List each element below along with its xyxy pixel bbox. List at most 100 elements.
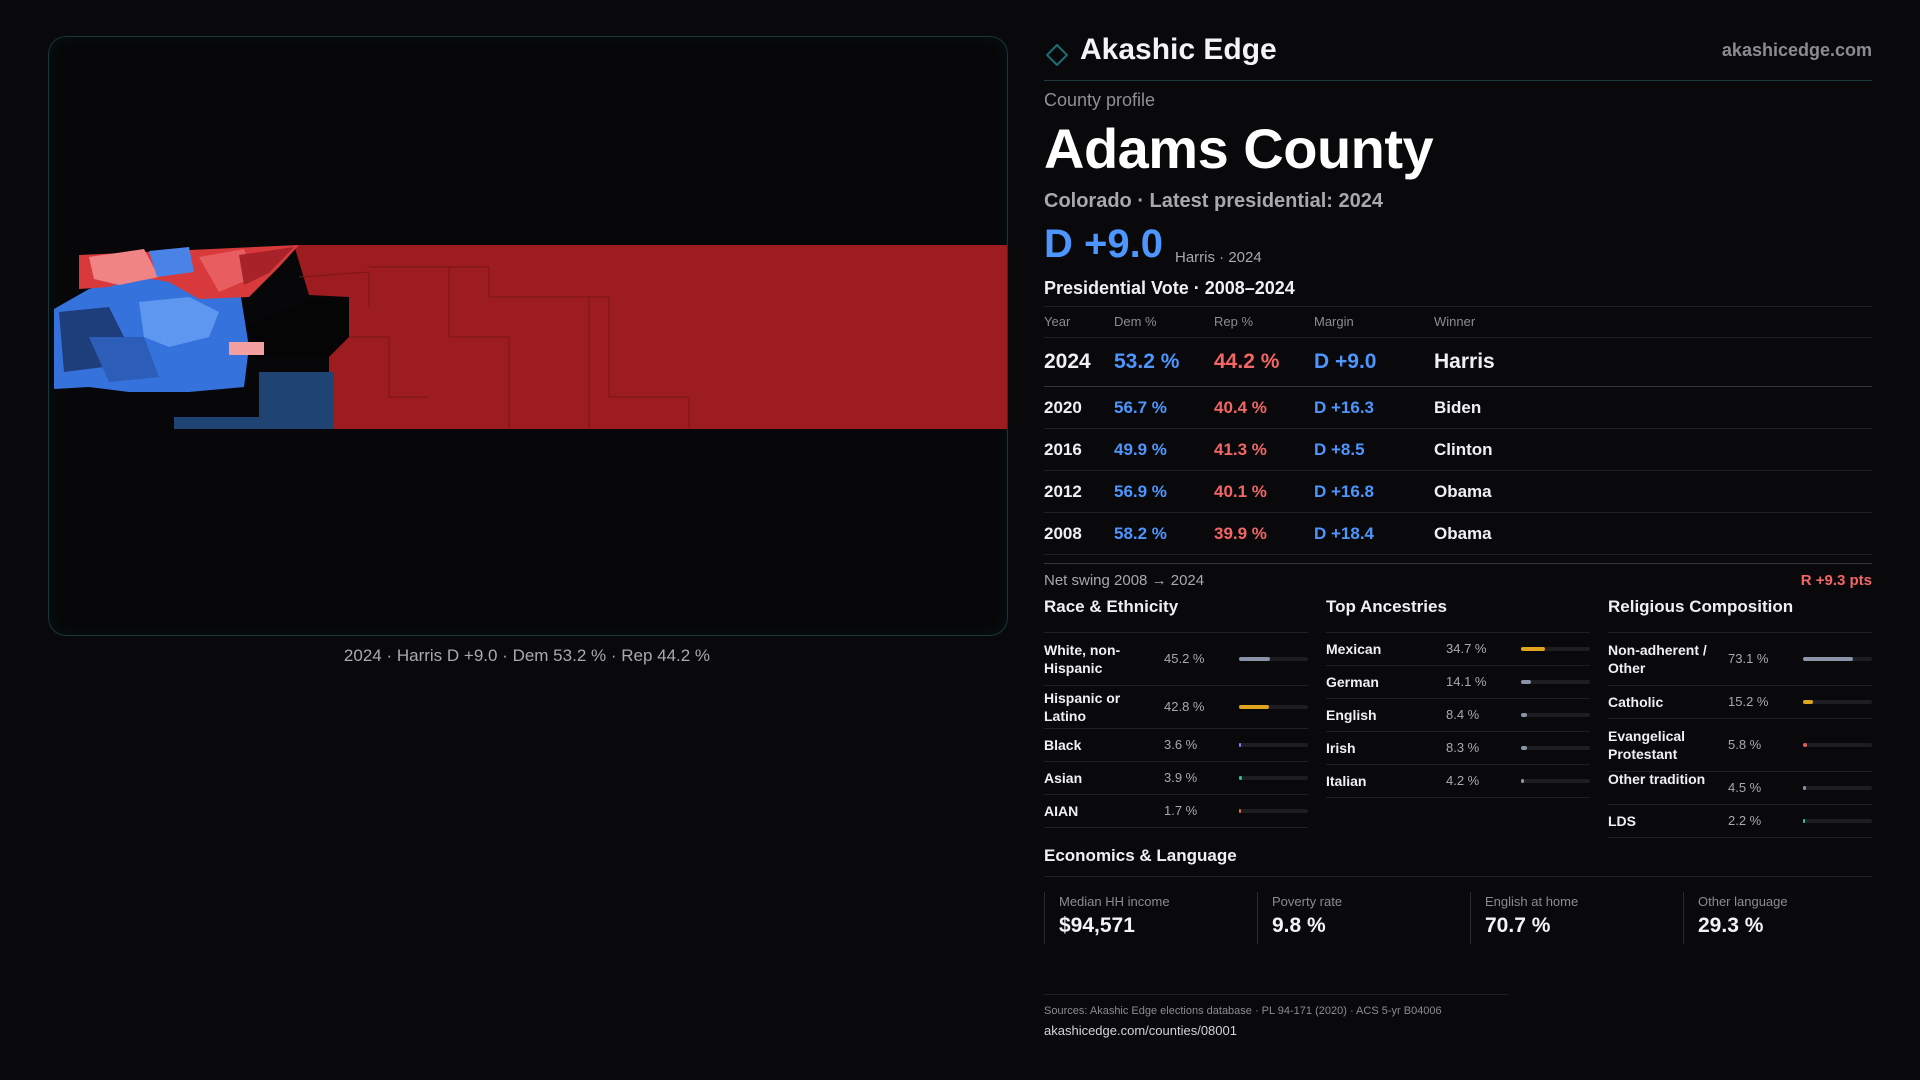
diamond-logo-icon bbox=[1046, 44, 1068, 66]
item-label: AIAN bbox=[1044, 803, 1079, 819]
item-value: 15.2 % bbox=[1728, 694, 1769, 709]
table-row: 2016 49.9 % 41.3 % D +8.5 Clinton bbox=[1044, 429, 1872, 471]
item-label: Italian bbox=[1326, 773, 1367, 789]
map-region-blue-light bbox=[139, 297, 219, 347]
map-region-dark-blue bbox=[174, 372, 334, 429]
bar-fill bbox=[1239, 657, 1270, 661]
header-year: Year bbox=[1044, 314, 1071, 329]
cell-rep: 41.3 % bbox=[1214, 440, 1267, 459]
bar-fill bbox=[1521, 680, 1531, 684]
cell-year: 2024 bbox=[1044, 350, 1091, 373]
brand-url-link[interactable]: akashicedge.com bbox=[1721, 40, 1872, 60]
stat-value: $94,571 bbox=[1059, 914, 1135, 937]
bar-track bbox=[1803, 819, 1872, 823]
stat-label: English at home bbox=[1485, 894, 1579, 909]
vote-table-header: Year Dem % Rep % Margin Winner bbox=[1044, 307, 1872, 338]
bar-track bbox=[1239, 743, 1308, 747]
cell-margin: D +16.3 bbox=[1314, 398, 1375, 417]
precinct-map[interactable] bbox=[48, 36, 1008, 636]
footer: Sources: Akashic Edge elections database… bbox=[1044, 994, 1508, 1038]
bar-track bbox=[1521, 746, 1590, 750]
item-label: Irish bbox=[1326, 740, 1356, 756]
cell-rep: 44.2 % bbox=[1214, 350, 1280, 373]
race-ethnicity-title: Race & Ethnicity bbox=[1044, 598, 1308, 633]
item-label: Mexican bbox=[1326, 641, 1382, 657]
page-subtitle: Colorado · Latest presidential: 2024 bbox=[1044, 190, 1383, 212]
table-row: 2008 58.2 % 39.9 % D +18.4 Obama bbox=[1044, 513, 1872, 555]
footer-link[interactable]: akashicedge.com/counties/08001 bbox=[1044, 1023, 1237, 1038]
religion-title: Religious Composition bbox=[1608, 598, 1872, 633]
stat-label: Median HH income bbox=[1059, 894, 1170, 909]
cell-winner: Obama bbox=[1434, 482, 1492, 501]
net-swing-label: Net swing 2008 → 2024 bbox=[1044, 572, 1205, 589]
list-item: Irish 8.3 % bbox=[1326, 732, 1590, 765]
list-item: German 14.1 % bbox=[1326, 666, 1590, 699]
bar-track bbox=[1803, 786, 1872, 790]
bar-fill bbox=[1521, 713, 1527, 717]
bar-track bbox=[1803, 743, 1872, 747]
item-label: LDS bbox=[1608, 813, 1636, 829]
map-region-red-dark bbox=[239, 247, 294, 285]
stat-median-income: Median HH income $94,571 bbox=[1044, 892, 1257, 944]
brand-header: Akashic Edge akashicedge.com bbox=[1044, 30, 1872, 81]
cell-dem: 49.9 % bbox=[1114, 440, 1167, 459]
profile-eyebrow: County profile bbox=[1044, 90, 1156, 110]
religion-block: Religious Composition Non-adherent / Oth… bbox=[1608, 598, 1872, 838]
map-region-blue-strip bbox=[149, 247, 194, 277]
precinct-map-svg bbox=[54, 245, 1007, 429]
vote-section-title: Presidential Vote · 2008–2024 bbox=[1044, 278, 1295, 298]
net-swing-value: R +9.3 pts bbox=[1800, 572, 1872, 589]
item-value: 4.2 % bbox=[1446, 773, 1480, 788]
item-value: 45.2 % bbox=[1164, 651, 1205, 666]
item-value: 3.9 % bbox=[1164, 770, 1198, 785]
item-value: 8.4 % bbox=[1446, 707, 1480, 722]
item-value: 2.2 % bbox=[1728, 813, 1762, 828]
cell-dem: 56.7 % bbox=[1114, 398, 1167, 417]
bar-fill bbox=[1521, 779, 1524, 783]
map-region-rural-red bbox=[294, 245, 1007, 429]
bar-track bbox=[1239, 776, 1308, 780]
item-value: 8.3 % bbox=[1446, 740, 1480, 755]
bar-fill bbox=[1803, 657, 1853, 661]
economics-title: Economics & Language bbox=[1044, 846, 1872, 877]
item-value: 5.8 % bbox=[1728, 737, 1762, 752]
bar-fill bbox=[1803, 743, 1807, 747]
cell-margin: D +9.0 bbox=[1314, 350, 1377, 373]
list-item: Evangelical Protestant 5.8 % bbox=[1608, 719, 1872, 772]
bar-track bbox=[1239, 657, 1308, 661]
table-row: 2020 56.7 % 40.4 % D +16.3 Biden bbox=[1044, 387, 1872, 429]
economics-stats: Median HH income $94,571 Poverty rate 9.… bbox=[1044, 892, 1872, 944]
bar-fill bbox=[1803, 786, 1806, 790]
item-label: Hispanic or Latino bbox=[1044, 690, 1121, 724]
bar-fill bbox=[1803, 819, 1805, 823]
header-margin: Margin bbox=[1314, 314, 1354, 329]
list-item: Mexican 34.7 % bbox=[1326, 633, 1590, 666]
map-district-lines bbox=[298, 266, 690, 429]
bar-track bbox=[1239, 705, 1308, 709]
item-label: Other tradition bbox=[1608, 771, 1706, 787]
bar-track bbox=[1521, 680, 1590, 684]
bar-fill bbox=[1239, 743, 1241, 747]
ancestries-title: Top Ancestries bbox=[1326, 598, 1590, 633]
item-value: 3.6 % bbox=[1164, 737, 1198, 752]
list-item: Asian 3.9 % bbox=[1044, 762, 1308, 795]
item-value: 42.8 % bbox=[1164, 699, 1205, 714]
header-rep: Rep % bbox=[1214, 314, 1254, 329]
map-region-pink bbox=[89, 249, 159, 285]
bar-fill bbox=[1239, 705, 1269, 709]
stat-label: Poverty rate bbox=[1272, 894, 1343, 909]
header-dem: Dem % bbox=[1114, 314, 1157, 329]
cell-year: 2020 bbox=[1044, 398, 1082, 417]
headline-margin: D +9.0 bbox=[1044, 222, 1163, 266]
item-label: English bbox=[1326, 707, 1377, 723]
map-region-nodata bbox=[244, 299, 349, 357]
bar-fill bbox=[1239, 776, 1242, 780]
cell-margin: D +8.5 bbox=[1314, 440, 1365, 459]
cell-rep: 39.9 % bbox=[1214, 524, 1267, 543]
cell-winner: Harris bbox=[1434, 350, 1495, 373]
cell-dem: 56.9 % bbox=[1114, 482, 1167, 501]
footer-sources: Sources: Akashic Edge elections database… bbox=[1044, 1005, 1442, 1017]
list-item: Non-adherent / Other 73.1 % bbox=[1608, 633, 1872, 686]
cell-winner: Biden bbox=[1434, 398, 1482, 417]
list-item: Hispanic or Latino 42.8 % bbox=[1044, 686, 1308, 729]
